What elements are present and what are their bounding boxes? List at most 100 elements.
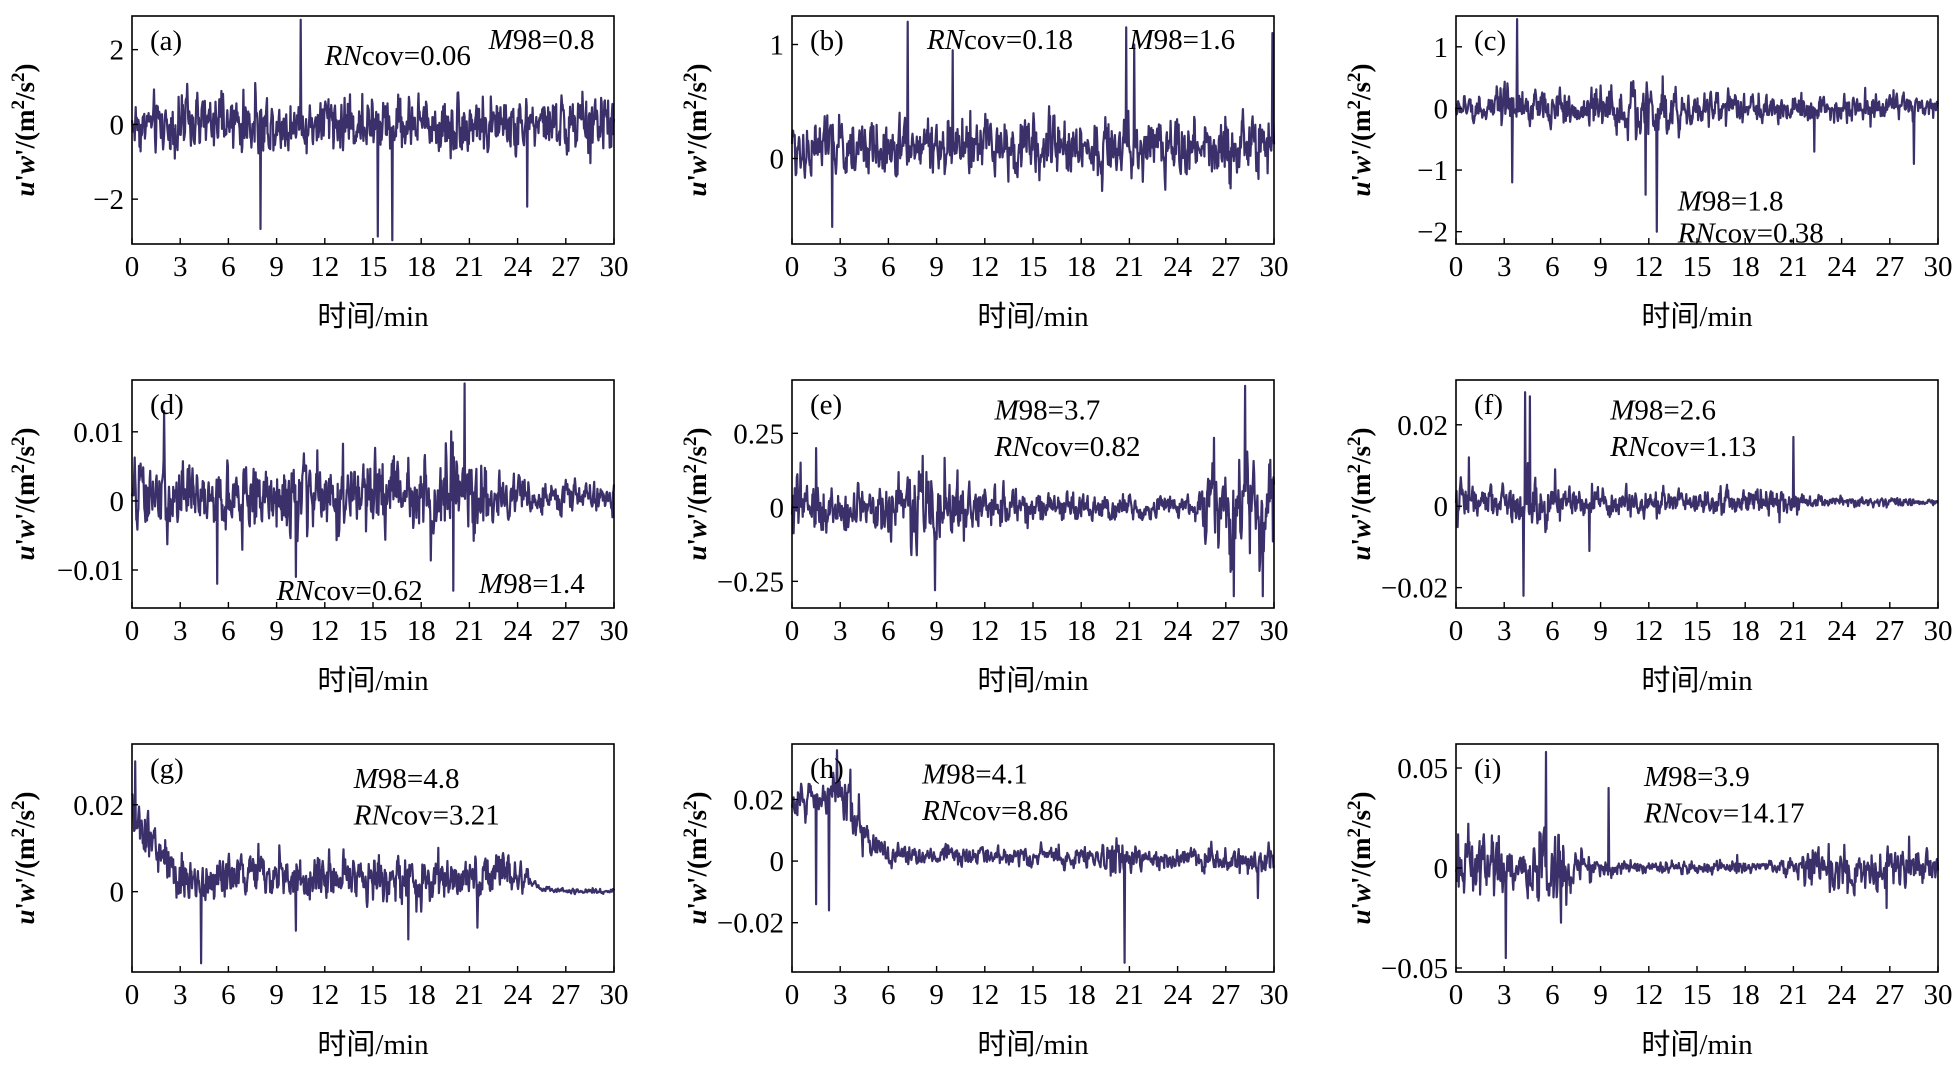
x-tick-label: 24 bbox=[1827, 979, 1857, 1011]
y-tick-label: 0.25 bbox=[733, 418, 784, 450]
annotation-value: 98=1.8 bbox=[1702, 186, 1784, 218]
x-tick-label: 6 bbox=[881, 251, 896, 283]
panel-letter: (b) bbox=[810, 25, 844, 57]
x-tick-label: 24 bbox=[503, 979, 533, 1011]
y-axis-label-part: w bbox=[10, 155, 40, 174]
x-tick-label: 12 bbox=[310, 251, 339, 283]
y-axis-label-part: w bbox=[10, 883, 40, 902]
x-tick-label: 30 bbox=[1924, 251, 1953, 283]
x-tick-label: 12 bbox=[1634, 615, 1663, 647]
y-axis-label-part: 2 bbox=[8, 72, 29, 82]
y-tick-label: 0 bbox=[110, 877, 125, 909]
annotation: M98=1.4 bbox=[478, 568, 585, 600]
x-tick-label: 24 bbox=[1827, 615, 1857, 647]
x-tick-label: 3 bbox=[833, 979, 848, 1011]
chart-panel: 0 3 6 9 12 15 18 21 24 27 3001时间/minu'w'/(m2/s2)(b… bbox=[680, 15, 1289, 333]
y-axis-label-part: ) bbox=[1346, 63, 1376, 72]
x-tick-label: 15 bbox=[1683, 251, 1712, 283]
y-axis-label-part: ' bbox=[10, 902, 40, 910]
x-tick-label: 12 bbox=[970, 251, 999, 283]
y-axis-label-part: 2 bbox=[8, 464, 29, 474]
annotation: M98=0.8 bbox=[488, 24, 595, 56]
y-tick-label: −2 bbox=[93, 184, 124, 216]
annotation-symbol: M bbox=[921, 759, 948, 791]
chart-panel: 0 3 6 9 12 15 18 21 24 27 30−202时间/minu'w'/(m2/s2)… bbox=[8, 15, 629, 333]
chart-panel: 0 3 6 9 12 15 18 21 24 27 30−0.0200.02时间/minu'w'/(… bbox=[1344, 379, 1953, 697]
panel-letter: (i) bbox=[1474, 753, 1501, 785]
y-axis-label-part: 2 bbox=[1344, 464, 1365, 474]
annotation: M98=4.1 bbox=[921, 759, 1028, 791]
panel-letter: (e) bbox=[810, 389, 842, 421]
series-line bbox=[1454, 750, 1940, 960]
x-axis-label: 时间/min bbox=[977, 300, 1089, 333]
y-axis-label-part: /s bbox=[1346, 810, 1376, 829]
series-line bbox=[790, 384, 1276, 598]
y-axis-label-part: u bbox=[10, 546, 40, 561]
y-axis-label: u'w'/(m2/s2) bbox=[8, 791, 40, 924]
x-tick-label: 3 bbox=[173, 251, 188, 283]
annotation-value: cov=0.62 bbox=[314, 575, 423, 607]
y-axis-label-part: '/(m bbox=[10, 837, 40, 884]
x-axis-label: 时间/min bbox=[317, 1028, 429, 1061]
annotation: RNcov=0.82 bbox=[993, 431, 1140, 463]
x-tick-label: 9 bbox=[1593, 979, 1608, 1011]
annotation-value: 98=1.6 bbox=[1154, 24, 1236, 56]
y-axis-label-part: u bbox=[10, 182, 40, 197]
y-axis-label-part: ) bbox=[682, 427, 712, 436]
y-tick-label: 0.02 bbox=[733, 784, 784, 816]
x-tick-label: 12 bbox=[970, 979, 999, 1011]
y-tick-label: 0 bbox=[770, 492, 785, 524]
y-axis-label-part: 2 bbox=[680, 72, 701, 82]
y-axis-label-part: ' bbox=[682, 174, 712, 182]
annotation-value: cov=0.82 bbox=[1032, 431, 1141, 463]
x-tick-label: 0 bbox=[125, 979, 140, 1011]
y-axis-label-part: ) bbox=[10, 63, 40, 72]
y-tick-label: 0.01 bbox=[73, 417, 124, 449]
x-axis-label: 时间/min bbox=[1641, 300, 1753, 333]
y-tick-label: −0.02 bbox=[717, 908, 784, 940]
y-axis-label-part: u bbox=[682, 910, 712, 925]
y-axis-label-part: ) bbox=[682, 791, 712, 800]
annotation-symbol: RN bbox=[921, 795, 961, 827]
x-tick-label: 21 bbox=[1115, 251, 1144, 283]
x-tick-label: 3 bbox=[833, 615, 848, 647]
annotation-value: 98=1.4 bbox=[503, 568, 585, 600]
y-axis-label-part: ' bbox=[10, 538, 40, 546]
x-tick-label: 12 bbox=[310, 615, 339, 647]
x-tick-label: 24 bbox=[1163, 251, 1193, 283]
x-axis-label: 时间/min bbox=[977, 1028, 1089, 1061]
series-line bbox=[130, 18, 616, 242]
x-tick-label: 18 bbox=[1067, 979, 1096, 1011]
annotation-symbol: M bbox=[1677, 186, 1704, 218]
y-axis-label-part: u bbox=[1346, 546, 1376, 561]
x-tick-label: 24 bbox=[1163, 979, 1193, 1011]
y-axis-label-part: ) bbox=[10, 427, 40, 436]
x-tick-label: 6 bbox=[881, 615, 896, 647]
annotation: M98=3.9 bbox=[1643, 761, 1750, 793]
annotation: M98=1.6 bbox=[1128, 24, 1235, 56]
annotation-symbol: RN bbox=[353, 800, 393, 832]
annotation: M98=1.8 bbox=[1677, 186, 1784, 218]
x-tick-label: 0 bbox=[1449, 251, 1464, 283]
panel-letter: (d) bbox=[150, 389, 184, 421]
x-tick-label: 9 bbox=[929, 251, 944, 283]
panel-letter: (g) bbox=[150, 753, 184, 785]
x-tick-label: 21 bbox=[1115, 979, 1144, 1011]
y-axis-label-part: w bbox=[10, 519, 40, 538]
x-tick-label: 27 bbox=[551, 615, 580, 647]
x-tick-label: 30 bbox=[600, 615, 629, 647]
x-axis-label: 时间/min bbox=[977, 664, 1089, 697]
x-tick-label: 18 bbox=[1067, 615, 1096, 647]
annotation-value: cov=0.06 bbox=[362, 40, 471, 72]
x-tick-label: 24 bbox=[1827, 251, 1857, 283]
x-tick-label: 9 bbox=[269, 251, 284, 283]
y-axis-label-part: ' bbox=[682, 538, 712, 546]
y-axis-label-part: ) bbox=[1346, 791, 1376, 800]
y-axis-label-part: ' bbox=[10, 174, 40, 182]
series-line bbox=[131, 760, 616, 965]
annotation: RNcov=8.86 bbox=[921, 795, 1068, 827]
y-tick-label: −0.01 bbox=[57, 555, 124, 587]
x-tick-label: 15 bbox=[1683, 979, 1712, 1011]
y-axis-label-part: /s bbox=[682, 446, 712, 465]
